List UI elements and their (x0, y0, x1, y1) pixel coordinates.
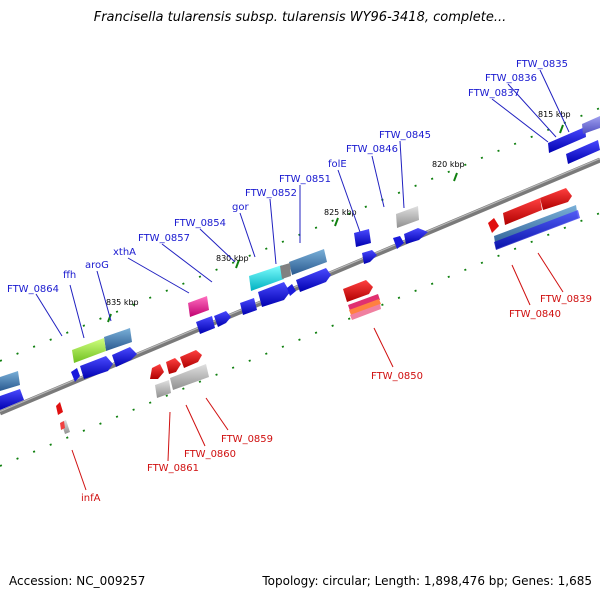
tick-mark (334, 217, 339, 227)
accession-text: Accession: NC_009257 (9, 574, 146, 588)
tick-label: 825 kbp (324, 208, 357, 217)
gene-ftw-0864[interactable] (0, 371, 24, 410)
guide-line-lower (0, 212, 600, 467)
map-title: Francisella tularensis subsp. tularensis… (93, 10, 507, 25)
gene-label-ftw-0857[interactable]: FTW_0857 (138, 233, 190, 244)
gene-label-infa[interactable]: infA (81, 493, 101, 504)
gene-ftw-0857[interactable] (188, 296, 231, 334)
gene-label-ftw-0845[interactable]: FTW_0845 (379, 130, 431, 141)
gene-label-ftw-0864[interactable]: FTW_0864 (7, 284, 59, 295)
gene-label-ftw-0851[interactable]: FTW_0851 (279, 174, 331, 185)
gene-label-ftw-0859[interactable]: FTW_0859 (221, 434, 273, 445)
tick-label: 815 kbp (538, 110, 571, 119)
gene-infa[interactable] (56, 402, 70, 434)
gene-label-ffh[interactable]: ffh (63, 270, 76, 281)
gene-label-ftw-0839[interactable]: FTW_0839 (540, 294, 592, 305)
gene-label-ftw-0837[interactable]: FTW_0837 (468, 88, 520, 99)
gene-label-gor[interactable]: gor (232, 202, 249, 213)
tick-mark (107, 313, 112, 323)
gene-label-ftw-0861[interactable]: FTW_0861 (147, 463, 199, 474)
gene-ftw-0851[interactable] (289, 249, 331, 292)
gene-label-xtha[interactable]: xthA (113, 247, 136, 258)
gene-ftw-0850[interactable] (343, 280, 381, 320)
tick-mark (235, 259, 240, 269)
gene-label-ftw-0846[interactable]: FTW_0846 (346, 144, 398, 155)
gene-arog[interactable] (104, 328, 137, 367)
gene-ftw-0852[interactable] (240, 263, 296, 315)
callout-lines-bottom (71, 252, 564, 491)
gene-label-arog[interactable]: aroG (85, 260, 109, 271)
gene-label-ftw-0835[interactable]: FTW_0835 (516, 59, 568, 70)
gene-label-ftw-0836[interactable]: FTW_0836 (485, 73, 537, 84)
gene-label-ftw-0852[interactable]: FTW_0852 (245, 188, 297, 199)
tick-mark (453, 172, 458, 182)
tick-label: 820 kbp (432, 160, 465, 169)
tick-mark (559, 124, 564, 134)
gene-ftw-0835-cluster[interactable] (548, 116, 600, 164)
tick-label: 835 kbp (106, 298, 139, 307)
gene-ffh[interactable] (71, 338, 113, 382)
callout-lines-top (35, 69, 570, 339)
tick-label: 830 kbp (216, 254, 249, 263)
gene-label-ftw-0840[interactable]: FTW_0840 (509, 309, 561, 320)
gene-fole[interactable] (354, 229, 377, 264)
gene-label-ftw-0860[interactable]: FTW_0860 (184, 449, 236, 460)
gene-label-ftw-0854[interactable]: FTW_0854 (174, 218, 226, 229)
gene-ftw-0859[interactable] (150, 350, 209, 398)
gene-ftw-0845[interactable] (393, 206, 428, 249)
gene-label-fole[interactable]: folE (328, 159, 347, 170)
genome-summary-text: Topology: circular; Length: 1,898,476 bp… (262, 574, 592, 588)
gene-label-ftw-0850[interactable]: FTW_0850 (371, 371, 423, 382)
gene-ftw-0839-cluster[interactable] (488, 188, 580, 250)
